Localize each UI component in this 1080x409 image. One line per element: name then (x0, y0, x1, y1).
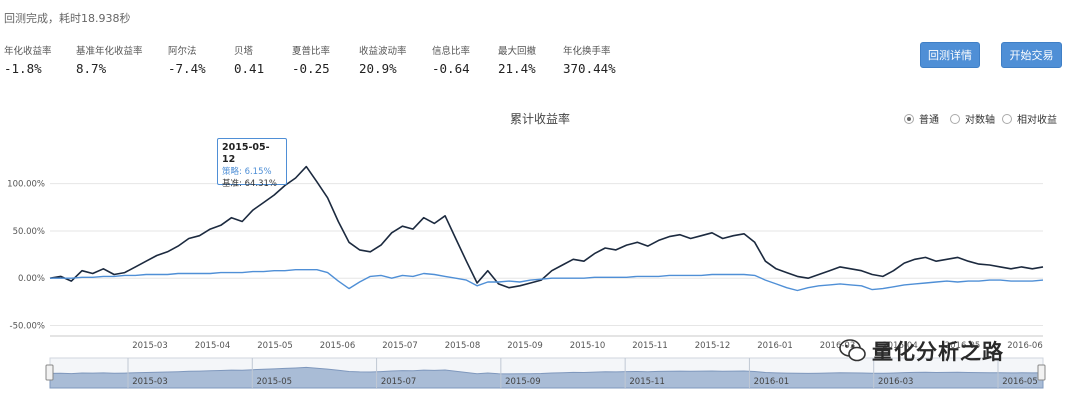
metric-value: 0.41 (234, 61, 265, 76)
scale-option-log[interactable]: 对数轴 (950, 111, 995, 126)
chart-tooltip: 2015-05-12 策略: 6.15% 基准: 64.31% (217, 138, 287, 189)
navigator-right-handle (1037, 364, 1046, 381)
series-lines (49, 165, 1044, 292)
start-trading-button[interactable]: 开始交易 (1001, 42, 1062, 68)
radio-label: 对数轴 (965, 115, 995, 126)
metric-alpha: 阿尔法 -7.4% (168, 43, 268, 76)
navigator-left-handle (45, 364, 54, 381)
metric-label: 夏普比率 (292, 46, 331, 57)
tooltip-strategy: 策略: 6.15% (222, 167, 272, 177)
chart-title: 累计收益率 (509, 112, 570, 126)
y-tick-label: 0.00% (18, 274, 45, 284)
x-axis-labels: 2015-03 2015-04 2015-05 2015-06 2015-07 2015-… (132, 341, 1043, 351)
y-tick-label: -50.00% (10, 322, 45, 332)
metric-value: 8.7% (76, 61, 107, 76)
x-tick-label: 2016-04 (882, 341, 918, 351)
y-axis-labels: 100.00% 50.00% 0.00% -50.00% (7, 180, 45, 332)
y-tick-label: 100.00% (7, 180, 45, 190)
x-tick-label: 2015-12 (695, 341, 731, 351)
range-navigator: 2015-03 2015-05 2015-07 2015-09 2015-11 2016-… (45, 357, 1046, 389)
metric-label: 收益波动率 (359, 46, 407, 57)
navigator-tick-label: 2015-05 (257, 377, 293, 387)
x-tick-label: 2015-08 (445, 341, 481, 351)
x-tick-label: 2015-09 (507, 341, 543, 351)
tooltip-date: 2015-05-12 (222, 142, 270, 165)
scale-option-normal[interactable]: 普通 (904, 111, 939, 126)
x-tick-label: 2016-01 (757, 341, 793, 351)
metric-label: 信息比率 (432, 46, 471, 57)
metric-value: -7.4% (168, 61, 206, 76)
metric-label: 年化收益率 (4, 46, 52, 57)
metric-label: 阿尔法 (168, 46, 197, 57)
navigator-tick-label: 2015-11 (629, 377, 665, 387)
x-tick-label: 2015-07 (382, 341, 418, 351)
x-tick-label: 2016-06 (1007, 341, 1043, 351)
watermark: 量化分析之路 (838, 336, 1004, 366)
series-benchmark-line (49, 165, 1044, 289)
chart-grid (50, 183, 1043, 337)
metric-value: 20.9% (359, 61, 397, 76)
navigator-area (49, 366, 1044, 389)
metric-value: -1.8% (4, 61, 42, 76)
metric-value: -0.25 (292, 61, 330, 76)
x-tick-label: 2015-06 (320, 341, 356, 351)
radio-label: 普通 (919, 115, 939, 126)
metric-beta: 贝塔 0.41 (234, 43, 334, 76)
tooltip-benchmark: 基准: 64.31% (222, 179, 277, 189)
navigator-tick-label: 2015-07 (381, 377, 417, 387)
metric-max-drawdown: 最大回撤 21.4% (498, 43, 598, 76)
radio-unselected-icon (950, 113, 960, 124)
metric-label: 最大回撤 (498, 46, 537, 57)
navigator-tick-label: 2015-09 (505, 377, 541, 387)
metric-turnover: 年化换手率 370.44% (563, 43, 663, 76)
navigator-tick-label: 2015-03 (132, 377, 168, 387)
metric-information-ratio: 信息比率 -0.64 (432, 43, 532, 76)
backtest-details-button[interactable]: 回测详情 (920, 42, 980, 68)
metric-volatility: 收益波动率 20.9% (359, 43, 459, 76)
metric-benchmark-annual-return: 基准年化收益率 8.7% (76, 43, 176, 76)
scale-option-relative[interactable]: 相对收益 (1002, 111, 1057, 126)
navigator-tick-label: 2016-01 (754, 377, 790, 387)
navigator-tick-label: 2016-05 (1002, 377, 1038, 387)
x-tick-label: 2015-05 (257, 341, 293, 351)
watermark-text: 量化分析之路 (872, 340, 1004, 364)
x-tick-label: 2016-05 (945, 341, 981, 351)
x-tick-label: 2015-10 (570, 341, 606, 351)
radio-selected-icon (904, 113, 914, 124)
y-tick-label: 50.00% (13, 227, 45, 237)
metric-label: 年化换手率 (563, 46, 611, 57)
radio-label: 相对收益 (1017, 115, 1057, 126)
backtest-status: 回测完成，耗时18.938秒 (4, 12, 131, 25)
x-tick-label: 2016-03 (820, 341, 856, 351)
metric-label: 基准年化收益率 (76, 46, 143, 57)
metric-value: -0.64 (432, 61, 470, 76)
navigator-tick-label: 2016-03 (878, 377, 914, 387)
x-tick-label: 2015-03 (132, 341, 168, 351)
x-tick-label: 2015-11 (632, 341, 668, 351)
metric-label: 贝塔 (234, 46, 254, 57)
metric-value: 370.44% (563, 61, 616, 76)
series-strategy-line (50, 269, 1044, 292)
metric-annual-return: 年化收益率 -1.8% (4, 43, 104, 76)
wechat-icon (839, 339, 866, 362)
metric-value: 21.4% (498, 61, 536, 76)
radio-unselected-icon (1002, 113, 1012, 124)
metric-sharpe: 夏普比率 -0.25 (292, 43, 392, 76)
x-tick-label: 2015-04 (195, 341, 231, 351)
